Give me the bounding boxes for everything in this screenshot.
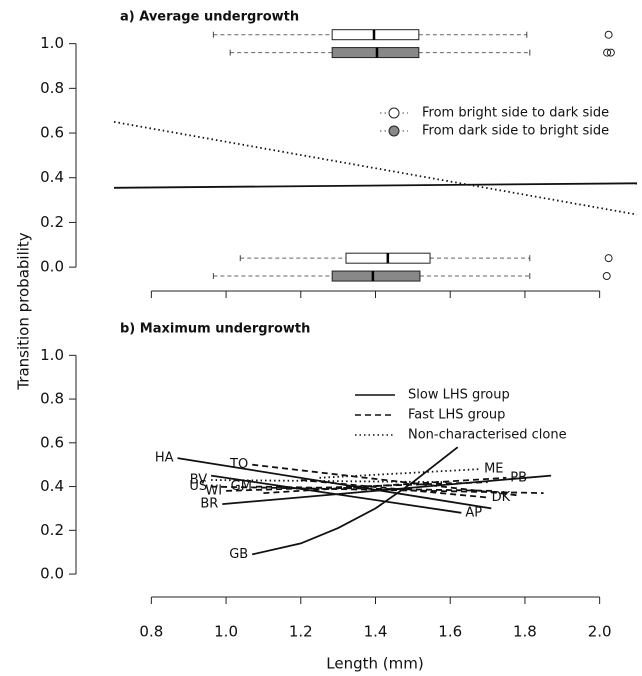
y-tick-label: 0.8 xyxy=(40,79,64,97)
outlier xyxy=(602,272,611,281)
x-tick-label: 1.0 xyxy=(214,623,238,641)
outlier xyxy=(604,30,613,39)
y-tick-label: 0.6 xyxy=(40,433,64,451)
box xyxy=(331,29,420,41)
legend-marker xyxy=(388,125,400,137)
box xyxy=(331,270,421,282)
y-tick-label: 0.2 xyxy=(40,521,64,539)
clone-label: PB xyxy=(510,470,527,485)
clone-label: BV xyxy=(190,473,208,488)
x-tick-label: 1.2 xyxy=(289,623,313,641)
y-tick-label: 0.6 xyxy=(40,124,64,142)
outlier xyxy=(606,48,615,57)
y-tick-label: 0.0 xyxy=(40,565,64,583)
legend-label: Fast LHS group xyxy=(408,408,505,423)
clone-label: DK xyxy=(492,490,511,505)
x-tick-label: 1.4 xyxy=(364,623,388,641)
x-tick-label: 1.8 xyxy=(513,623,537,641)
clone-line xyxy=(319,468,481,479)
trend-line xyxy=(113,121,638,216)
box xyxy=(331,47,420,59)
clone-label: WI xyxy=(205,483,222,498)
legend-label: From bright side to dark side xyxy=(422,106,609,121)
y-tick-label: 0.4 xyxy=(40,477,64,495)
panel-title: a) Average undergrowth xyxy=(120,10,299,25)
clone-label: ME xyxy=(484,462,503,477)
clone-line xyxy=(252,463,518,497)
legend-marker xyxy=(388,107,400,119)
clone-label: US xyxy=(189,479,207,494)
trend-line xyxy=(113,182,638,189)
x-tick-label: 0.8 xyxy=(139,623,163,641)
clone-label: TO xyxy=(229,457,248,472)
x-axis-label: Length (mm) xyxy=(326,655,423,673)
x-tick-label: 2.0 xyxy=(588,623,612,641)
clone-line xyxy=(300,479,488,499)
y-tick-label: 1.0 xyxy=(40,34,64,52)
x-tick-label: 1.6 xyxy=(438,623,462,641)
clone-label: HA xyxy=(155,451,174,466)
y-tick-label: 0.4 xyxy=(40,168,64,186)
clone-label: BR xyxy=(200,497,218,512)
y-tick-label: 0.8 xyxy=(40,390,64,408)
clone-line xyxy=(252,446,459,556)
panel-title: b) Maximum undergrowth xyxy=(120,322,310,337)
clone-label: AP xyxy=(465,505,482,520)
y-tick-label: 1.0 xyxy=(40,346,64,364)
clone-line xyxy=(210,474,462,514)
legend-label: From dark side to bright side xyxy=(422,124,609,139)
legend-label: Non-characterised clone xyxy=(408,428,567,443)
outlier xyxy=(603,48,612,57)
clone-label: GB xyxy=(229,547,248,562)
legend-label: Slow LHS group xyxy=(408,388,510,403)
clone-line xyxy=(263,476,507,494)
y-tick-label: 0.0 xyxy=(40,258,64,276)
clone-line xyxy=(211,479,451,484)
clone-label: GM xyxy=(231,479,252,494)
y-tick-label: 0.2 xyxy=(40,213,64,231)
outlier xyxy=(604,254,613,263)
y-axis-label: Transition probability xyxy=(15,232,33,390)
